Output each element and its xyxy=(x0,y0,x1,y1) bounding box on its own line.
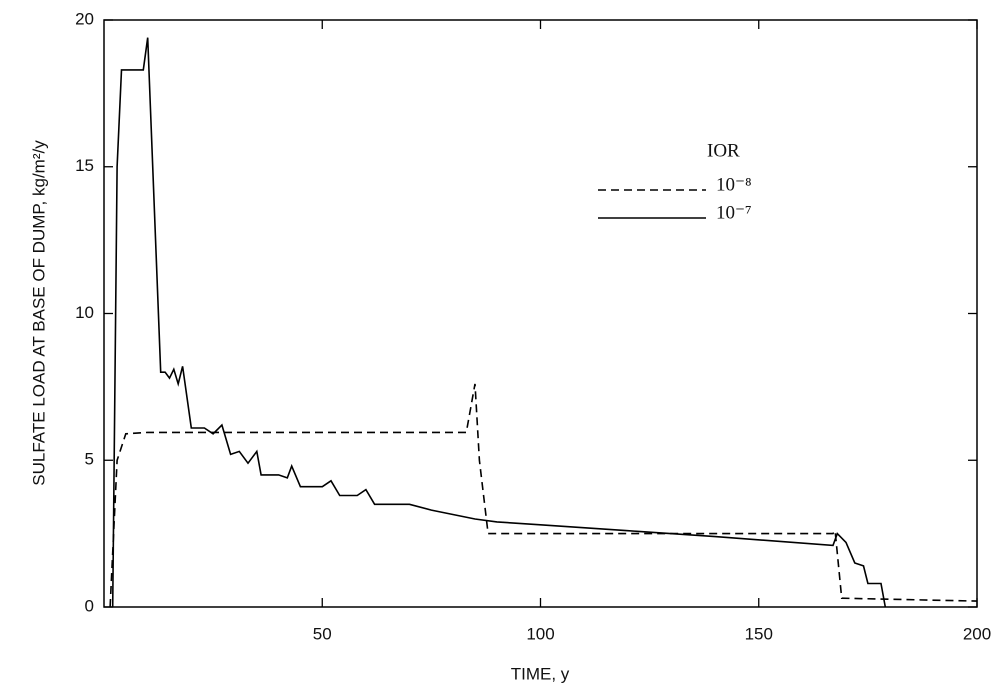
data-line xyxy=(109,383,978,608)
y-tick-label: 5 xyxy=(85,450,94,469)
x-tick-label: 100 xyxy=(526,624,554,643)
y-tick-label: 0 xyxy=(85,596,94,615)
y-tick-label: 10 xyxy=(75,303,94,322)
x-tick-label: 50 xyxy=(313,624,332,643)
data-line xyxy=(111,37,887,608)
x-axis-label: TIME, y xyxy=(511,664,570,683)
plot-frame xyxy=(103,19,978,608)
legend-label: 10⁻⁷ xyxy=(716,202,752,223)
x-tick-label: 200 xyxy=(963,624,991,643)
y-axis-label: SULFATE LOAD AT BASE OF DUMP, kg/m²/y xyxy=(29,140,48,486)
y-tick-label: 20 xyxy=(75,9,94,28)
legend-title: IOR xyxy=(707,140,740,161)
y-tick-label: 15 xyxy=(75,156,94,175)
x-tick-label: 150 xyxy=(745,624,773,643)
legend-label: 10⁻⁸ xyxy=(716,174,752,195)
